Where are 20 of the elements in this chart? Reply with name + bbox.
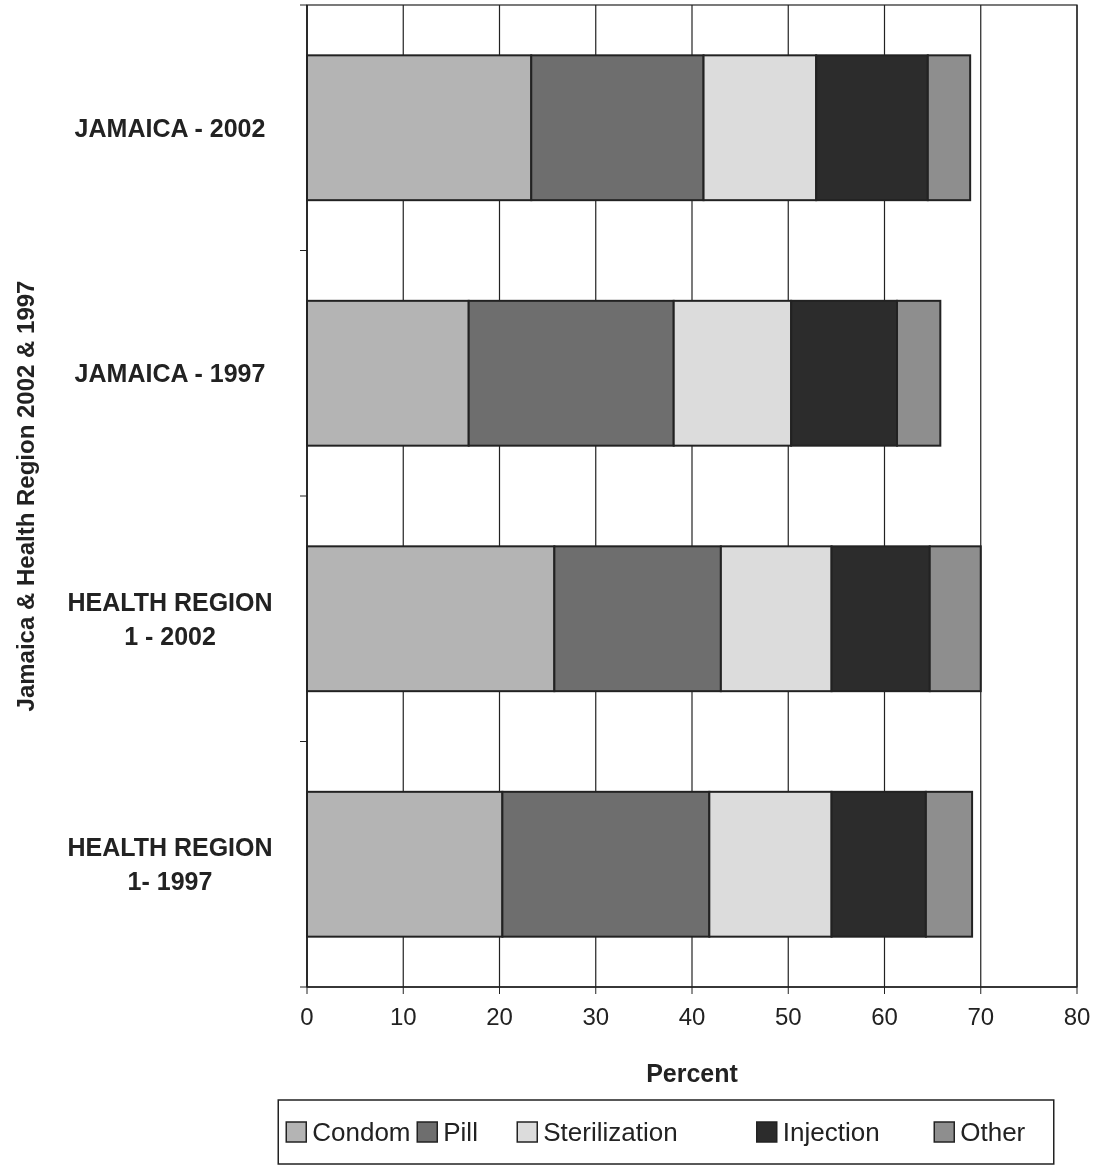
- y-tick-label: JAMAICA - 1997: [74, 359, 266, 388]
- x-tick-label: 40: [678, 1003, 706, 1030]
- y-axis-title: Jamaica & Health Region 2002 & 1997: [12, 280, 39, 712]
- legend-label: Other: [960, 1117, 1026, 1147]
- legend-label: Sterilization: [543, 1117, 678, 1147]
- x-tick-label: 10: [389, 1003, 417, 1030]
- x-tick-label: 0: [300, 1003, 314, 1030]
- y-tick-label: HEALTH REGION 1 - 2002: [67, 587, 273, 650]
- x-tick-label: 80: [1063, 1003, 1091, 1030]
- legend-label: Pill: [443, 1117, 478, 1147]
- x-tick-label: 30: [582, 1003, 610, 1030]
- x-tick-label: 60: [871, 1003, 898, 1030]
- legend-label: Injection: [782, 1117, 880, 1147]
- x-tick-label: 20: [486, 1003, 513, 1030]
- x-tick-label: 70: [967, 1003, 995, 1030]
- y-tick-label: JAMAICA - 2002: [74, 113, 266, 142]
- y-tick-label: HEALTH REGION 1- 1997: [67, 833, 273, 896]
- x-tick-label: 50: [774, 1003, 802, 1030]
- x-axis-title: Percent: [646, 1059, 739, 1087]
- legend-label: Condom: [312, 1117, 411, 1147]
